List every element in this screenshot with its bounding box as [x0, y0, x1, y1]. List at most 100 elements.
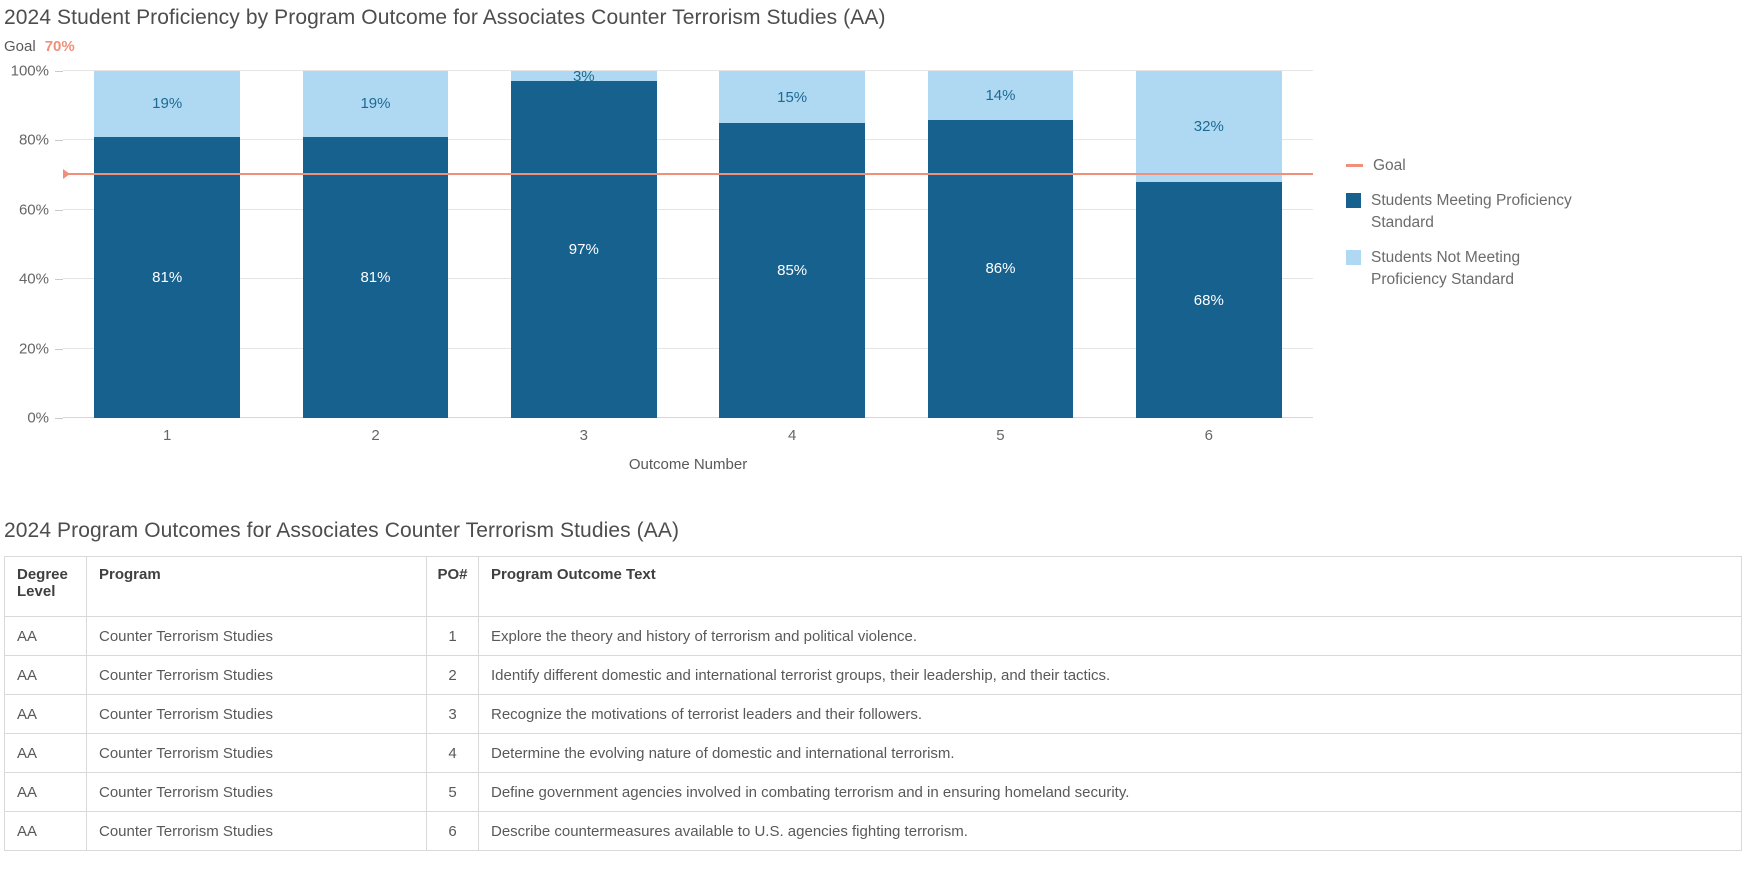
x-axis-category-label: 5 — [996, 427, 1005, 444]
legend-label: Students Not Meeting Proficiency Standar… — [1371, 249, 1521, 288]
table-row: AA Counter Terrorism Studies 1 Explore the … — [4, 616, 1742, 656]
bar-segment-meeting[interactable]: 97% — [510, 81, 657, 418]
column-header-program: Program — [86, 556, 427, 617]
cell-degree-level: AA — [4, 655, 87, 695]
x-axis-category-label: 2 — [371, 427, 380, 444]
stacked-bar-chart: 100% 80% 60% 40% 20% 0% 19% 81% 19% 81% 3% 97% 15% 8… — [4, 63, 1742, 474]
bar-slot: 3% 97% — [480, 67, 688, 418]
cell-program: Counter Terrorism Studies — [86, 694, 427, 734]
bar-value-label-meeting: 97% — [568, 241, 599, 259]
cell-program: Counter Terrorism Studies — [86, 772, 427, 812]
y-axis-tick-label: 100% — [10, 62, 49, 80]
bar-outcome-4[interactable]: 15% 85% — [719, 71, 866, 418]
y-axis-tick-label: 80% — [18, 131, 49, 149]
legend-square-swatch-icon — [1346, 250, 1361, 265]
bar-segment-not-meeting[interactable]: 19% — [94, 71, 241, 137]
cell-po-number: 4 — [426, 733, 479, 773]
bar-value-label-not-meeting: 32% — [1193, 118, 1224, 136]
bar-segment-meeting[interactable]: 86% — [927, 119, 1074, 418]
y-axis-tick — [55, 418, 63, 419]
table-row: AA Counter Terrorism Studies 4 Determine th… — [4, 733, 1742, 773]
legend-square-swatch-icon — [1346, 193, 1361, 208]
bar-value-label-not-meeting: 19% — [152, 95, 183, 113]
column-header-po-number: PO# — [426, 556, 479, 617]
bar-segment-not-meeting[interactable]: 19% — [302, 71, 449, 137]
gridline — [63, 278, 1313, 280]
cell-outcome-text: Explore the theory and history of terror… — [478, 616, 1742, 656]
goal-line-arrow-icon — [63, 169, 70, 180]
legend-item-meeting[interactable]: Students Meeting Proficiency Standard — [1346, 190, 1736, 234]
chart-title: 2024 Student Proficiency by Program Outc… — [4, 6, 886, 29]
bar-segment-meeting[interactable]: 81% — [94, 136, 241, 418]
bar-value-label-not-meeting: 14% — [985, 86, 1016, 104]
y-axis-tick — [55, 279, 63, 281]
bar-outcome-5[interactable]: 14% 86% — [927, 71, 1074, 418]
legend-item-goal[interactable]: Goal — [1346, 155, 1736, 177]
bar-segment-not-meeting[interactable]: 3% — [510, 67, 657, 85]
bar-outcome-1[interactable]: 19% 81% — [94, 71, 241, 418]
bar-value-label-meeting: 81% — [152, 268, 183, 286]
y-axis-tick — [55, 348, 63, 350]
cell-program: Counter Terrorism Studies — [86, 733, 427, 773]
cell-degree-level: AA — [4, 616, 87, 656]
column-header-outcome-text: Program Outcome Text — [478, 556, 1742, 617]
goal-label: Goal — [4, 38, 36, 55]
bar-value-label-meeting: 81% — [360, 268, 391, 286]
table-row: AA Counter Terrorism Studies 2 Identify dif… — [4, 655, 1742, 695]
cell-outcome-text: Determine the evolving nature of domesti… — [478, 733, 1742, 773]
x-axis-category-label: 6 — [1204, 427, 1213, 444]
table-row: AA Counter Terrorism Studies 6 Describe cou… — [4, 811, 1742, 851]
bar-slot: 15% 85% — [688, 71, 896, 418]
bar-value-label-meeting: 86% — [985, 260, 1016, 278]
bar-segment-not-meeting[interactable]: 15% — [719, 71, 866, 124]
chart-legend: Goal Students Meeting Proficiency Standar… — [1346, 71, 1736, 473]
gridline — [63, 417, 1313, 418]
legend-line-swatch-icon — [1346, 164, 1363, 167]
table-header-row: Degree Level Program PO# Program Outcome… — [4, 556, 1742, 617]
cell-program: Counter Terrorism Studies — [86, 811, 427, 851]
cell-outcome-text: Define government agencies involved in c… — [478, 772, 1742, 812]
bar-outcome-2[interactable]: 19% 81% — [302, 71, 449, 418]
plot-area: 19% 81% 19% 81% 3% 97% 15% 85% 14% 86% 32% 68% — [63, 67, 1313, 418]
x-axis-category-label: 3 — [579, 427, 588, 444]
bar-segment-meeting[interactable]: 81% — [302, 136, 449, 418]
bar-segment-not-meeting[interactable]: 14% — [927, 71, 1074, 120]
y-axis-tick-label: 40% — [18, 270, 49, 288]
bar-value-label-meeting: 85% — [777, 262, 808, 280]
cell-po-number: 6 — [426, 811, 479, 851]
y-axis-tick-label: 60% — [18, 201, 49, 219]
bar-segment-meeting[interactable]: 85% — [719, 123, 866, 418]
gridline — [63, 347, 1313, 349]
bar-segment-meeting[interactable]: 68% — [1135, 182, 1282, 418]
legend-item-not-meeting[interactable]: Students Not Meeting Proficiency Standar… — [1346, 247, 1736, 291]
cell-degree-level: AA — [4, 694, 87, 734]
bar-segment-not-meeting[interactable]: 32% — [1135, 71, 1282, 183]
y-axis-tick — [55, 140, 63, 142]
bar-slot: 32% 68% — [1105, 71, 1313, 418]
cell-degree-level: AA — [4, 772, 87, 812]
y-axis-tick — [55, 209, 63, 211]
bar-outcome-3[interactable]: 3% 97% — [510, 67, 657, 418]
cell-program: Counter Terrorism Studies — [86, 616, 427, 656]
goal-value: 70% — [44, 38, 75, 55]
cell-po-number: 3 — [426, 694, 479, 734]
legend-label: Students Meeting Proficiency Standard — [1371, 192, 1572, 231]
y-axis: 100% 80% 60% 40% 20% 0% — [4, 63, 63, 427]
x-axis-labels: 1 2 3 4 5 6 — [63, 427, 1313, 444]
gridline — [63, 139, 1313, 141]
gridline — [63, 208, 1313, 210]
column-header-degree-level: Degree Level — [4, 556, 87, 617]
goal-annotation: Goal 70% — [4, 38, 1742, 55]
cell-outcome-text: Identify different domestic and internat… — [478, 655, 1742, 695]
cell-po-number: 2 — [426, 655, 479, 695]
bars-container: 19% 81% 19% 81% 3% 97% 15% 85% 14% 86% 32% 68% — [63, 67, 1313, 418]
x-axis-category-label: 1 — [162, 427, 172, 444]
bar-slot: 19% 81% — [271, 71, 479, 418]
bar-value-label-not-meeting: 3% — [572, 67, 595, 85]
cell-outcome-text: Describe countermeasures available to U.… — [478, 811, 1742, 851]
x-axis-category-label: 4 — [787, 427, 797, 444]
bar-outcome-6[interactable]: 32% 68% — [1135, 71, 1282, 418]
table-row: AA Counter Terrorism Studies 5 Define gover… — [4, 772, 1742, 812]
goal-line — [63, 169, 1313, 180]
cell-degree-level: AA — [4, 733, 87, 773]
